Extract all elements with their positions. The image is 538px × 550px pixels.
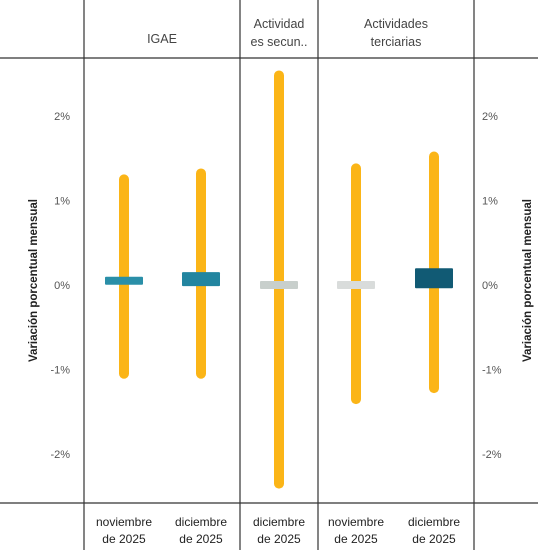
panel-title-line: IGAE <box>147 32 177 46</box>
category-label-line: noviembre <box>328 515 384 529</box>
category-label-line: diciembre <box>253 515 305 529</box>
y-axis-title-right: Variación porcentual mensual <box>522 199 534 362</box>
y-tick-label-left: -2% <box>50 449 70 461</box>
panel-title-line: terciarias <box>371 35 422 49</box>
value-marker <box>260 281 298 289</box>
value-marker <box>105 276 143 285</box>
y-axis-title-left: Variación porcentual mensual <box>28 199 40 362</box>
panel-title-line: Actividades <box>364 17 428 31</box>
y-tick-labels: 2% 2% 1% 1% 0% 0% -1% -1% -2% -2% <box>50 111 501 461</box>
value-marker <box>415 268 453 289</box>
y-tick-label-left: -1% <box>50 365 70 377</box>
category-label-line: de 2025 <box>179 532 223 546</box>
y-tick-label-right: 1% <box>482 196 498 208</box>
category-labels: noviembre de 2025 diciembre de 2025 diciembr… <box>96 515 460 546</box>
category-label-line: de 2025 <box>257 532 301 546</box>
category-label-line: de 2025 <box>334 532 378 546</box>
category-label-line: de 2025 <box>102 532 146 546</box>
value-markers <box>105 268 453 289</box>
panel-title-line: es secun.. <box>251 35 308 49</box>
y-tick-label-left: 2% <box>54 111 70 123</box>
category-label-line: noviembre <box>96 515 152 529</box>
category-label-line: de 2025 <box>412 532 456 546</box>
value-marker <box>337 281 375 289</box>
y-tick-label-right: 2% <box>482 111 498 123</box>
range-bars <box>119 70 439 489</box>
panel-title-line: Actividad <box>254 17 305 31</box>
panel-titles: IGAE Actividad es secun.. Actividades tercia… <box>147 17 428 49</box>
y-tick-label-right: -2% <box>482 449 502 461</box>
category-label-line: diciembre <box>175 515 227 529</box>
value-marker <box>182 272 220 287</box>
y-tick-label-right: 0% <box>482 280 498 292</box>
category-label-line: diciembre <box>408 515 460 529</box>
y-tick-label-left: 0% <box>54 280 70 292</box>
y-tick-label-right: -1% <box>482 365 502 377</box>
y-tick-label-left: 1% <box>54 196 70 208</box>
